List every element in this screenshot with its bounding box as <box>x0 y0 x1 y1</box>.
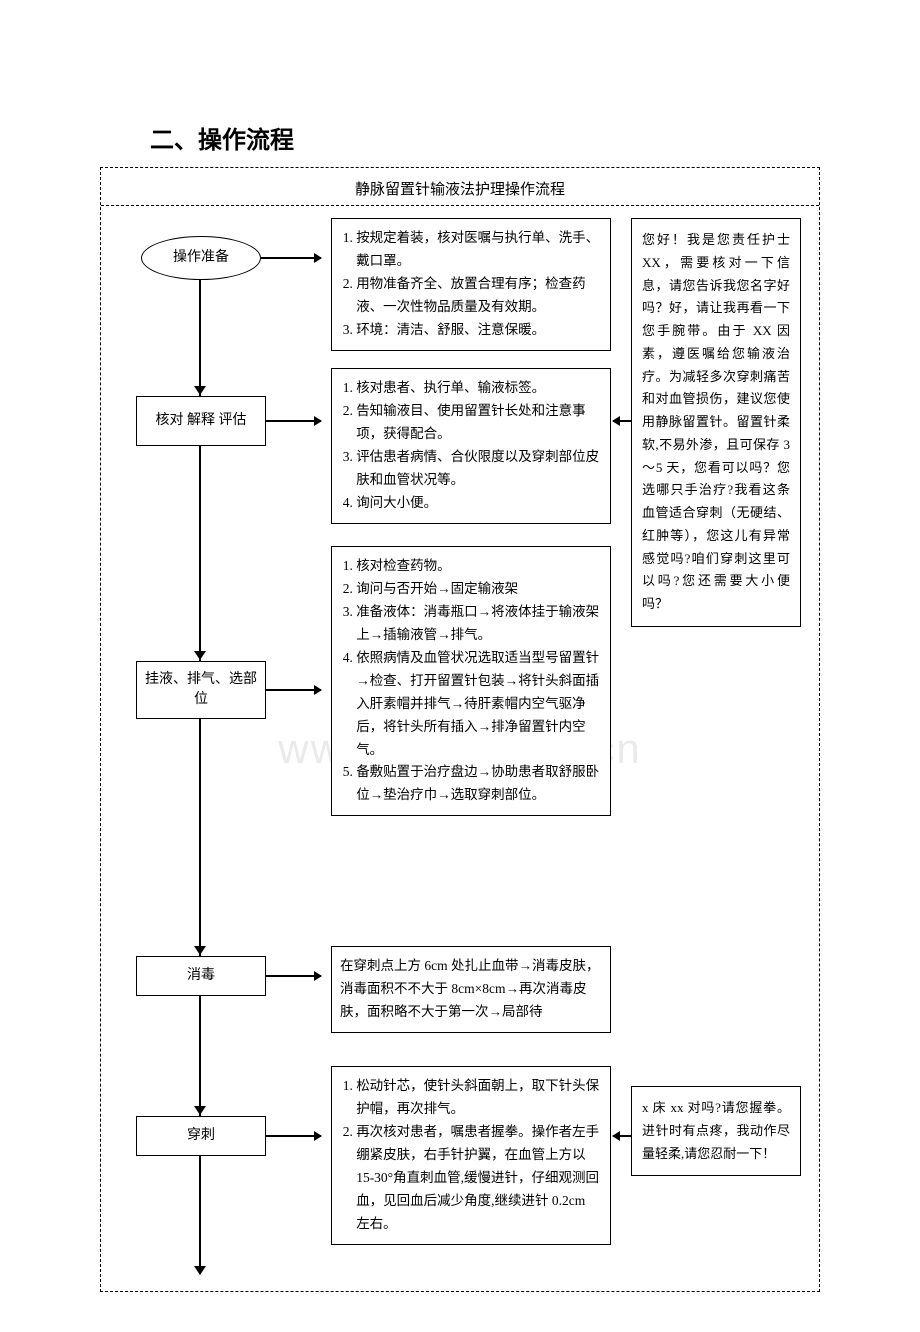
desc-item: 用物准备齐全、放置合理有序；检查药液、一次性物品质量及有效期。 <box>356 273 600 319</box>
desc-item: 告知输液目、使用留置针长处和注意事项，获得配合。 <box>356 400 600 446</box>
desc-item: 按规定着装，核对医嘱与执行单、洗手、戴口罩。 <box>356 227 600 273</box>
desc-disinfect: 在穿刺点上方 6cm 处扎止血带→消毒皮肤，消毒面积不不大于 8cm×8cm→再… <box>331 946 611 1033</box>
side-text: 您好！我是您责任护士 XX，需要核对一下信息，请您告诉我您名字好吗？好，请让我再… <box>642 232 790 611</box>
flowchart-container: 静脉留置针输液法护理操作流程 www.zixin.com.cn 操作准备 按规定… <box>100 167 820 1292</box>
node-label: 穿刺 <box>187 1126 215 1146</box>
node-hang: 挂液、排气、选部位 <box>136 661 266 719</box>
desc-item: 准备液体：消毒瓶口→将液体挂于输液架上→插输液管→排气。 <box>356 601 600 647</box>
desc-prepare: 按规定着装，核对医嘱与执行单、洗手、戴口罩。 用物准备齐全、放置合理有序；检查药… <box>331 218 611 351</box>
arrow-n4-d4 <box>266 975 321 977</box>
node-label: 核对 解释 评估 <box>156 411 247 431</box>
arrow-n5-d5 <box>266 1135 321 1137</box>
desc-item: 询问大小便。 <box>356 492 600 515</box>
desc-item: 评估患者病情、合伙限度以及穿刺部位皮肤和血管状况等。 <box>356 446 600 492</box>
arrowhead-down-4 <box>194 1106 206 1115</box>
node-label: 消毒 <box>187 966 215 986</box>
arrowhead-down-3 <box>194 946 206 955</box>
node-disinfect: 消毒 <box>136 956 266 996</box>
node-prepare: 操作准备 <box>141 236 261 280</box>
desc-text: 在穿刺点上方 6cm 处扎止血带→消毒皮肤，消毒面积不不大于 8cm×8cm→再… <box>340 958 600 1019</box>
desc-item: 松动针芯，使针头斜面朝上，取下针头保护帽，再次排气。 <box>356 1075 600 1121</box>
desc-hang: 核对检查药物。 询问与否开始→固定输液架 准备液体：消毒瓶口→将液体挂于输液架上… <box>331 546 611 816</box>
desc-puncture: 松动针芯，使针头斜面朝上，取下针头保护帽，再次排气。 再次核对患者，嘱患者握拳。… <box>331 1066 611 1245</box>
node-verify: 核对 解释 评估 <box>136 396 266 446</box>
arrow-side2-d5 <box>613 1135 631 1137</box>
arrow-n1-d1 <box>261 257 321 259</box>
chart-title: 静脉留置针输液法护理操作流程 <box>101 168 819 205</box>
desc-item: 核对检查药物。 <box>356 555 600 578</box>
desc-item: 核对患者、执行单、输液标签。 <box>356 377 600 400</box>
side-text: x 床 xx 对吗?请您握拳。进针时有点疼，我动作尽量轻柔,请您忍耐一下！ <box>642 1100 790 1161</box>
arrow-side1-d2 <box>613 420 631 422</box>
desc-verify: 核对患者、执行单、输液标签。 告知输液目、使用留置针长处和注意事项，获得配合。 … <box>331 368 611 524</box>
desc-item: 备敷贴置于治疗盘边→协助患者取舒服卧位→垫治疗巾→选取穿刺部位。 <box>356 761 600 807</box>
node-label: 操作准备 <box>173 248 229 268</box>
side-script-1: 您好！我是您责任护士 XX，需要核对一下信息，请您告诉我您名字好吗？好，请让我再… <box>631 218 801 627</box>
arrowhead-down-2 <box>194 651 206 660</box>
node-label: 挂液、排气、选部位 <box>145 670 257 709</box>
section-title: 二、操作流程 <box>150 120 820 155</box>
arrowhead-down-5 <box>194 1266 206 1275</box>
arrowhead-down-1 <box>194 386 206 395</box>
arrow-n2-d2 <box>266 420 321 422</box>
side-script-2: x 床 xx 对吗?请您握拳。进针时有点疼，我动作尽量轻柔,请您忍耐一下！ <box>631 1086 801 1176</box>
desc-item: 环境：清洁、舒服、注意保暖。 <box>356 319 600 342</box>
desc-item: 询问与否开始→固定输液架 <box>356 578 600 601</box>
node-puncture: 穿刺 <box>136 1116 266 1156</box>
desc-item: 依照病情及血管状况选取适当型号留置针→检查、打开留置针包装→将针头斜面插入肝素帽… <box>356 647 600 762</box>
desc-item: 再次核对患者，嘱患者握拳。操作者左手绷紧皮肤，右手针护翼，在血管上方以 15-3… <box>356 1121 600 1236</box>
flowchart-body: www.zixin.com.cn 操作准备 按规定着装，核对医嘱与执行单、洗手、… <box>101 206 819 1291</box>
arrow-n3-d3 <box>266 689 321 691</box>
